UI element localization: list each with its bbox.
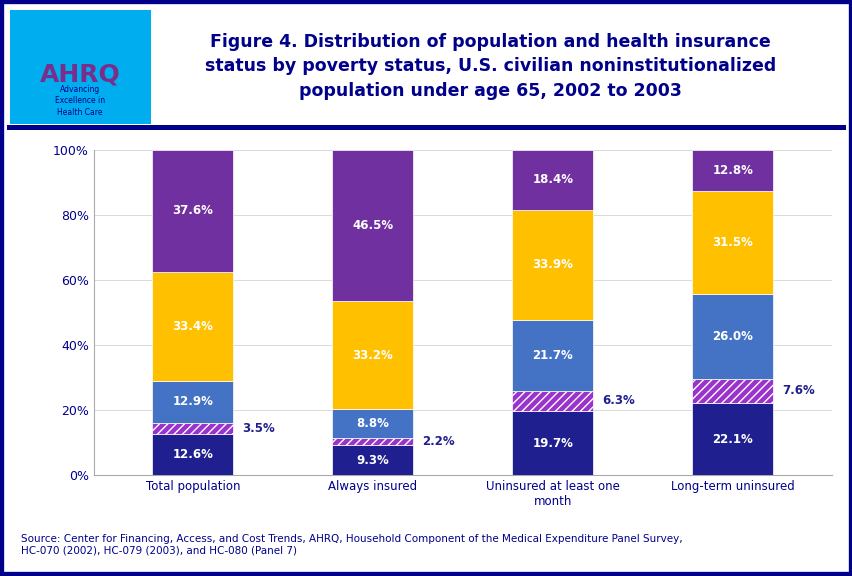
Bar: [332, 445, 412, 475]
Text: 33.4%: 33.4%: [172, 320, 213, 333]
Bar: [512, 391, 592, 411]
Text: 12.8%: 12.8%: [711, 164, 752, 177]
Text: 46.5%: 46.5%: [352, 219, 393, 232]
Bar: [153, 423, 233, 434]
Text: 31.5%: 31.5%: [711, 236, 752, 249]
Text: 26.0%: 26.0%: [711, 329, 752, 343]
Text: 37.6%: 37.6%: [172, 204, 213, 218]
Bar: [512, 210, 592, 320]
Bar: [691, 191, 772, 294]
Bar: [512, 411, 592, 475]
Bar: [153, 150, 233, 272]
Text: 33.9%: 33.9%: [532, 258, 573, 271]
Text: Advancing
Excellence in
Health Care: Advancing Excellence in Health Care: [55, 85, 105, 117]
Text: 19.7%: 19.7%: [532, 437, 573, 450]
Bar: [512, 150, 592, 210]
Text: 18.4%: 18.4%: [532, 173, 573, 186]
Text: 22.1%: 22.1%: [711, 433, 752, 446]
Text: 7.6%: 7.6%: [781, 384, 814, 397]
Text: 9.3%: 9.3%: [356, 453, 389, 467]
Legend: Poor, Near poor, Low income, Middle income, High income: Poor, Near poor, Low income, Middle inco…: [216, 84, 708, 109]
Text: 21.7%: 21.7%: [532, 349, 573, 362]
Bar: [512, 320, 592, 391]
Bar: [332, 150, 412, 301]
Text: 12.9%: 12.9%: [172, 395, 213, 408]
Text: Figure 4. Distribution of population and health insurance
status by poverty stat: Figure 4. Distribution of population and…: [204, 33, 775, 100]
Bar: [153, 272, 233, 381]
Text: 6.3%: 6.3%: [602, 395, 634, 407]
Bar: [691, 294, 772, 378]
Bar: [153, 434, 233, 475]
Text: 3.5%: 3.5%: [242, 422, 274, 435]
Text: 2.2%: 2.2%: [422, 435, 454, 448]
Bar: [332, 409, 412, 438]
Bar: [332, 301, 412, 409]
Bar: [691, 150, 772, 191]
Bar: [691, 378, 772, 403]
Text: 12.6%: 12.6%: [172, 448, 213, 461]
Text: 8.8%: 8.8%: [356, 417, 389, 430]
Text: AHRQ: AHRQ: [40, 63, 120, 87]
Bar: [332, 438, 412, 445]
Bar: [691, 403, 772, 475]
Text: 33.2%: 33.2%: [352, 348, 393, 362]
Bar: [153, 381, 233, 423]
Text: Source: Center for Financing, Access, and Cost Trends, AHRQ, Household Component: Source: Center for Financing, Access, an…: [21, 533, 682, 555]
